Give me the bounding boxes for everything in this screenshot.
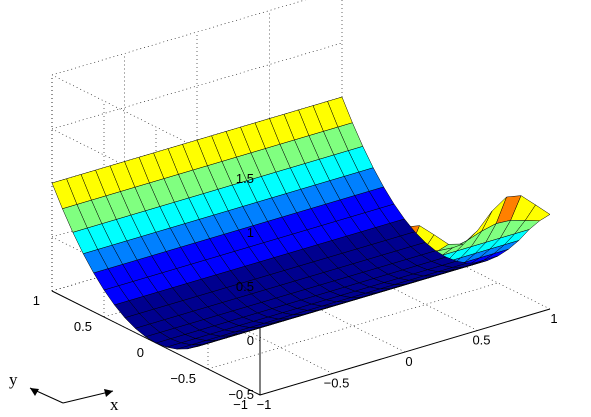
x-tick-label: −0.5 <box>324 376 350 391</box>
y-tick-label: −1 <box>233 397 248 412</box>
surface-patch <box>51 178 78 210</box>
x-axis-line <box>259 308 551 396</box>
y-tick-label: 0 <box>137 345 144 360</box>
floor-grid-line-y <box>207 282 499 370</box>
x-orientation-arrowhead <box>104 389 113 397</box>
left-wall-grid-z <box>51 74 261 180</box>
right-wall-grid-z <box>51 42 343 130</box>
x-tick-label: 0 <box>405 354 412 369</box>
z-tick-label: 0.5 <box>236 279 254 294</box>
right-wall-grid-z <box>51 0 306 76</box>
z-tick-label: 1 <box>247 225 254 240</box>
y-tick-label: 1 <box>33 293 40 308</box>
x-tick-label: −1 <box>257 397 272 412</box>
z-tick-label: 0 <box>247 333 254 348</box>
orientation-indicator: x y <box>9 370 119 414</box>
y-orientation-label: y <box>9 370 18 389</box>
z-tick-label: −0.5 <box>228 387 254 402</box>
x-orientation-label: x <box>110 395 119 414</box>
z-tick-label: 1.5 <box>236 171 254 186</box>
surface-mesh <box>51 96 551 350</box>
x-tick-label: 0.5 <box>472 333 490 348</box>
y-tick-label: 0.5 <box>74 319 92 334</box>
x-orientation-arrow <box>62 390 114 404</box>
y-tick-label: −0.5 <box>170 371 196 386</box>
y-orientation-arrowhead <box>30 388 39 396</box>
x-tick-label: 1 <box>550 311 557 326</box>
